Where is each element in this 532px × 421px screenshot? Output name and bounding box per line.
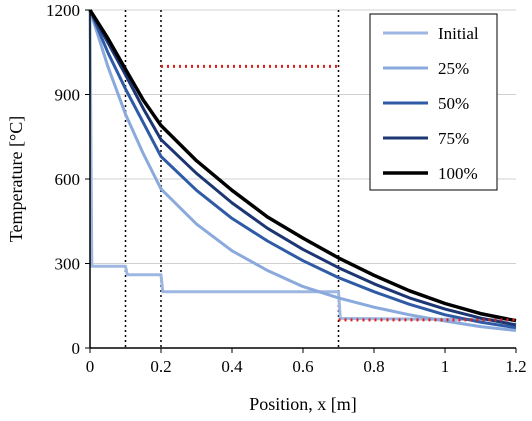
series-line-initial — [88, 9, 517, 322]
series-line-25pct — [88, 9, 517, 332]
axes — [85, 9, 517, 353]
x-tick-label: 1.2 — [505, 357, 526, 376]
y-tick-labels: 0 300 600 900 1200 — [46, 1, 80, 358]
x-tick-label: 0 — [86, 357, 95, 376]
x-tick-label: 0.6 — [292, 357, 313, 376]
legend-label: 50% — [438, 94, 469, 113]
series-line-50pct — [88, 9, 517, 330]
x-tick-label: 1 — [441, 357, 450, 376]
y-tick-label: 0 — [72, 339, 81, 358]
y-tick-label: 1200 — [46, 1, 80, 20]
y-tick-label: 600 — [55, 170, 81, 189]
x-tick-labels: 0 0.2 0.4 0.6 0.8 1 1.2 — [86, 357, 527, 376]
y-tick-label: 300 — [55, 255, 81, 274]
legend-label: 25% — [438, 59, 469, 78]
legend-label: Initial — [438, 24, 479, 43]
legend-label: 100% — [438, 164, 478, 183]
x-tick-label: 0.2 — [150, 357, 171, 376]
x-tick-label: 0.4 — [221, 357, 243, 376]
x-tick-label: 0.8 — [363, 357, 384, 376]
series-lines — [88, 9, 517, 332]
series-line-75pct — [88, 9, 517, 327]
y-tick-label: 900 — [55, 86, 81, 105]
legend-label: 75% — [438, 129, 469, 148]
x-axis-title: Position, x [m] — [249, 394, 357, 414]
y-axis-title: Temperature [°C] — [6, 116, 26, 242]
legend: Initial 25% 50% 75% 100% — [369, 13, 498, 191]
series-line-100pct — [88, 9, 517, 323]
